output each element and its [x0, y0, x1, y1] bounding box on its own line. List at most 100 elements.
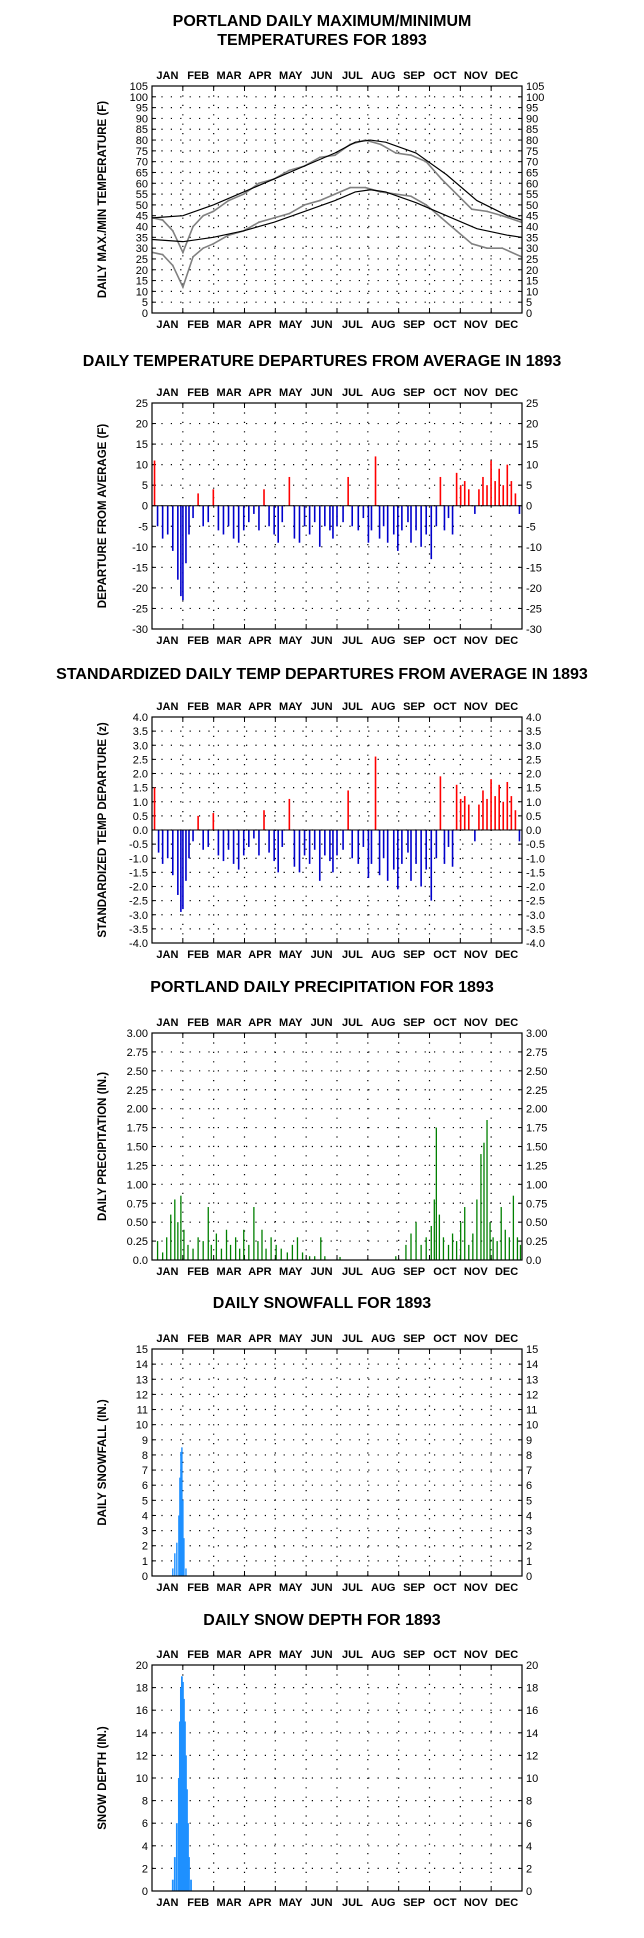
depth-month-label-top: SEP — [403, 1649, 425, 1661]
z-month-label-bottom: JUN — [311, 949, 333, 961]
temp-point-tmax — [410, 154, 412, 157]
z-bar — [435, 830, 438, 859]
temp-point-tmin — [349, 186, 352, 189]
snow-ytick-right: 12 — [526, 1389, 538, 1401]
dep-month-label-bottom: OCT — [433, 635, 457, 647]
precip-ytick-left: 1.75 — [127, 1123, 148, 1135]
precip-bar — [425, 1237, 427, 1260]
precip-bar — [512, 1195, 515, 1260]
z-ytick-left: -2.0 — [129, 882, 148, 894]
precip-bar — [225, 1229, 228, 1260]
z-bar — [298, 830, 301, 873]
z-bar — [374, 756, 377, 830]
snow-bar — [174, 1553, 176, 1576]
precip-bar — [516, 1237, 519, 1260]
precip-title: PORTLAND DAILY PRECIPITATION FOR 1893 — [150, 979, 494, 996]
depth-month-label-bottom: MAY — [279, 1897, 303, 1909]
z-bar — [482, 790, 484, 830]
precip-bar — [248, 1244, 250, 1260]
z-bar — [518, 830, 521, 842]
temp-ytick-left: 20 — [136, 265, 148, 277]
temp-ytick-right: 30 — [526, 243, 538, 255]
dep-ytick-left: -15 — [132, 562, 148, 574]
depth-month-label-top: FEB — [187, 1649, 209, 1661]
z-ytick-right: 2.5 — [526, 754, 541, 766]
depth-ytick-left: 18 — [136, 1683, 148, 1695]
temp-ytick-right: 0 — [526, 308, 532, 320]
dep-ytick-right: 20 — [526, 419, 538, 431]
z-month-label-top: NOV — [464, 701, 489, 713]
snow-month-label-top: JUL — [342, 1333, 363, 1345]
dep-bar — [273, 505, 275, 535]
snow-month-label-top: MAR — [217, 1333, 242, 1345]
snow-chart: JAN JAN FEB FEB MAR MAR APR APR MAY MAY JUN JUN JUL J… — [97, 1333, 538, 1594]
dep-bar — [374, 456, 377, 506]
z-bar — [293, 830, 296, 867]
depth-ytick-right: 10 — [526, 1773, 538, 1785]
precip-bar — [177, 1222, 179, 1260]
dep-month-label-top: MAY — [279, 387, 303, 399]
dep-bar — [188, 505, 190, 535]
z-ytick-right: 1.0 — [526, 797, 541, 809]
z-bar — [288, 798, 291, 830]
dep-bar — [237, 505, 240, 543]
z-bar — [182, 830, 184, 910]
temp-point-tmax — [227, 199, 230, 202]
depth-month-label-top: APR — [248, 1649, 271, 1661]
depth-month-label-bottom: DEC — [495, 1897, 518, 1909]
precip-ytick-left: 2.75 — [127, 1047, 148, 1059]
depth-bar — [186, 1789, 188, 1891]
dep-bar — [253, 505, 255, 514]
depth-ytick-left: 20 — [136, 1660, 148, 1672]
precip-month-label-bottom: MAY — [279, 1266, 303, 1278]
precip-bar — [472, 1233, 474, 1260]
depth-bar — [188, 1857, 190, 1891]
precip-month-label-top: MAR — [217, 1017, 242, 1029]
precip-bar — [275, 1244, 277, 1260]
z-ytick-right: -3.0 — [526, 910, 545, 922]
temp-month-label-top: JUL — [342, 70, 363, 82]
z-ytick-left: -1.5 — [129, 867, 148, 879]
snow-month-label-bottom: JUL — [342, 1582, 363, 1594]
dep-bar — [324, 505, 326, 527]
dep-bar — [518, 505, 521, 514]
snow-month-label-top: APR — [248, 1333, 271, 1345]
temp-ytick-left: 30 — [136, 243, 148, 255]
precip-bar — [433, 1199, 435, 1260]
precip-ytick-left: 3.00 — [127, 1028, 148, 1040]
z-bar — [514, 810, 517, 830]
z-bar — [382, 830, 385, 859]
dep-bar — [435, 505, 438, 527]
precip-month-label-bottom: SEP — [403, 1266, 425, 1278]
dep-ytick-left: 5 — [142, 480, 148, 492]
z-ytick-left: -3.5 — [129, 924, 148, 936]
snow-ytick-left: 8 — [142, 1450, 148, 1462]
dep-bar — [455, 472, 458, 506]
depth-chart: JAN JAN FEB FEB MAR MAR APR APR MAY MAY JUN JUN JUL J… — [97, 1649, 538, 1909]
dep-bar — [351, 505, 354, 527]
dep-bar — [207, 505, 210, 523]
z-ytick-right: 3.5 — [526, 726, 541, 738]
precip-ytick-right: 0.25 — [526, 1236, 547, 1248]
precip-ytick-left: 0.0 — [133, 1255, 148, 1267]
precip-bar — [296, 1237, 299, 1260]
temp-point-tmin — [440, 216, 443, 219]
temp-ytick-left: 75 — [136, 146, 148, 158]
dep-bar — [367, 505, 370, 543]
snow-bar — [176, 1542, 178, 1576]
z-ytick-right: -2.0 — [526, 882, 545, 894]
temp-grid — [152, 86, 522, 313]
temp-ytick-left: 100 — [130, 92, 148, 104]
depth-month-label-bottom: SEP — [403, 1897, 425, 1909]
temp-ytick-right: 105 — [526, 81, 544, 93]
snow-ytick-left: 12 — [136, 1389, 148, 1401]
depth-ytick-left: 10 — [136, 1773, 148, 1785]
snow-bar — [183, 1538, 185, 1576]
depth-bar — [187, 1823, 189, 1891]
precip-ytick-left: 0.25 — [127, 1236, 148, 1248]
z-bar — [494, 796, 496, 830]
precip-bar — [438, 1214, 441, 1260]
precip-ytick-left: 2.00 — [127, 1104, 148, 1116]
z-ytick-right: -0.5 — [526, 839, 545, 851]
snow-ytick-right: 4 — [526, 1510, 532, 1522]
